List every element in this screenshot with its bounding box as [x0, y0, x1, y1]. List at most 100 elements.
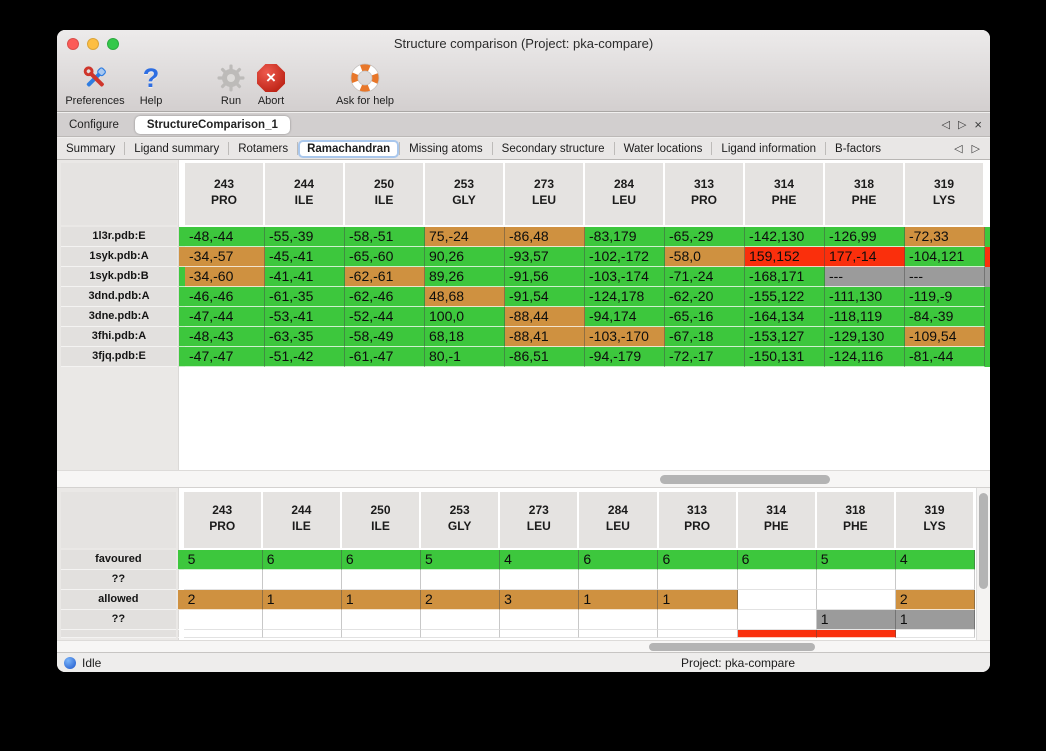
cell-273[interactable] — [500, 570, 580, 590]
cell-314[interactable]: -153,127 — [745, 327, 825, 347]
cell-273[interactable]: -88,41 — [505, 327, 585, 347]
cell-318[interactable]: -124,116 — [825, 347, 905, 367]
cell-313[interactable]: -65,-29 — [665, 227, 745, 247]
cell-313[interactable]: -62,-20 — [665, 287, 745, 307]
cell-250[interactable]: -58,-51 — [345, 227, 425, 247]
cell-314[interactable] — [737, 630, 817, 638]
cell-319[interactable]: -109,54 — [905, 327, 985, 347]
cell-314[interactable]: -168,171 — [745, 267, 825, 287]
cell-319[interactable] — [895, 630, 975, 638]
cell-244[interactable]: -51,-42 — [265, 347, 345, 367]
cell-243[interactable] — [183, 630, 263, 638]
cell-284[interactable]: -102,-172 — [585, 247, 665, 267]
cell-314[interactable] — [737, 570, 817, 590]
subtab-ligand-information[interactable]: Ligand information — [721, 142, 817, 155]
cell-243[interactable]: -34,-57 — [185, 247, 265, 267]
subtab-scroll-right-icon[interactable]: ▷ — [971, 142, 980, 155]
cell-250[interactable]: -62,-46 — [345, 287, 425, 307]
cell-243[interactable]: -47,-44 — [185, 307, 265, 327]
cell-314[interactable] — [737, 590, 817, 610]
cell-319[interactable]: -119,-9 — [905, 287, 985, 307]
cell-244[interactable] — [262, 570, 342, 590]
subtab-missing-atoms[interactable]: Missing atoms — [409, 142, 483, 155]
cell-284[interactable]: -124,178 — [585, 287, 665, 307]
cell-244[interactable]: -55,-39 — [265, 227, 345, 247]
cell-253[interactable]: 89,26 — [425, 267, 505, 287]
cell-284[interactable] — [579, 610, 659, 630]
run-button[interactable]: Run — [216, 62, 246, 107]
cell-319[interactable]: -104,121 — [905, 247, 985, 267]
cell-318[interactable] — [816, 590, 896, 610]
cell-250[interactable] — [341, 630, 422, 638]
cell-244[interactable]: -53,-41 — [265, 307, 345, 327]
cell-318[interactable] — [816, 630, 896, 638]
cell-273[interactable]: 4 — [500, 550, 580, 570]
cell-244[interactable]: -61,-35 — [265, 287, 345, 307]
subtab-rotamers[interactable]: Rotamers — [238, 142, 289, 155]
tab-close-icon[interactable]: × — [974, 116, 982, 132]
cell-313[interactable] — [658, 630, 738, 638]
cell-250[interactable]: -62,-61 — [345, 267, 425, 287]
cell-318[interactable]: -126,99 — [825, 227, 905, 247]
cell-319[interactable]: -84,-39 — [905, 307, 985, 327]
cell-284[interactable] — [579, 630, 659, 638]
scrollbar-thumb[interactable] — [660, 475, 830, 484]
cell-319[interactable]: --- — [905, 267, 985, 287]
cell-273[interactable] — [500, 610, 580, 630]
cell-273[interactable]: -86,48 — [505, 227, 585, 247]
cell-273[interactable]: -86,51 — [505, 347, 585, 367]
cell-253[interactable]: 5 — [421, 550, 501, 570]
cell-244[interactable]: -63,-35 — [265, 327, 345, 347]
cell-319[interactable]: -81,-44 — [905, 347, 985, 367]
zoom-window-button[interactable] — [107, 38, 119, 50]
cell-250[interactable]: -58,-49 — [345, 327, 425, 347]
cell-313[interactable]: -67,-18 — [665, 327, 745, 347]
cell-313[interactable]: -72,-17 — [665, 347, 745, 367]
abort-button[interactable]: × Abort — [257, 62, 285, 107]
cell-284[interactable]: -94,-179 — [585, 347, 665, 367]
subtab-scroll-left-icon[interactable]: ◁ — [954, 142, 963, 155]
cell-313[interactable] — [658, 610, 738, 630]
tab-configure[interactable]: Configure — [69, 119, 119, 131]
close-window-button[interactable] — [67, 38, 79, 50]
cell-284[interactable]: -103,-174 — [585, 267, 665, 287]
cell-319[interactable]: 4 — [895, 550, 975, 570]
cell-314[interactable]: 159,152 — [745, 247, 825, 267]
cell-250[interactable]: -61,-47 — [345, 347, 425, 367]
cell-244[interactable]: -41,-41 — [265, 267, 345, 287]
tab-scroll-left-icon[interactable]: ◁ — [941, 118, 950, 131]
cell-243[interactable]: 5 — [183, 550, 263, 570]
cell-250[interactable]: -65,-60 — [345, 247, 425, 267]
cell-253[interactable]: 48,68 — [425, 287, 505, 307]
cell-318[interactable]: -129,130 — [825, 327, 905, 347]
cell-318[interactable]: 5 — [816, 550, 896, 570]
cell-243[interactable]: -34,-60 — [185, 267, 265, 287]
cell-284[interactable] — [579, 570, 659, 590]
cell-253[interactable]: 68,18 — [425, 327, 505, 347]
cell-284[interactable]: -103,-170 — [585, 327, 665, 347]
cell-313[interactable]: 1 — [658, 590, 738, 610]
cell-243[interactable]: 2 — [183, 590, 263, 610]
cell-318[interactable]: 177,-14 — [825, 247, 905, 267]
cell-243[interactable] — [183, 610, 263, 630]
cell-318[interactable]: -118,119 — [825, 307, 905, 327]
top-horizontal-scrollbar[interactable] — [57, 470, 990, 488]
cell-284[interactable]: -83,179 — [585, 227, 665, 247]
cell-313[interactable]: -58,0 — [665, 247, 745, 267]
cell-314[interactable]: -142,130 — [745, 227, 825, 247]
preferences-button[interactable]: Preferences — [65, 62, 125, 107]
cell-253[interactable]: 75,-24 — [425, 227, 505, 247]
cell-253[interactable]: 90,26 — [425, 247, 505, 267]
cell-243[interactable]: -48,-44 — [185, 227, 265, 247]
minimize-window-button[interactable] — [87, 38, 99, 50]
cell-318[interactable]: 1 — [816, 610, 896, 630]
cell-319[interactable]: -72,33 — [905, 227, 985, 247]
scrollbar-thumb[interactable] — [979, 493, 988, 589]
cell-244[interactable] — [262, 630, 342, 638]
ask-for-help-button[interactable]: Ask for help — [336, 62, 394, 107]
tab-structure-comparison-1[interactable]: StructureComparison_1 — [134, 116, 290, 134]
cell-273[interactable]: -91,54 — [505, 287, 585, 307]
cell-284[interactable]: 6 — [579, 550, 659, 570]
cell-313[interactable]: -71,-24 — [665, 267, 745, 287]
cell-318[interactable]: --- — [825, 267, 905, 287]
